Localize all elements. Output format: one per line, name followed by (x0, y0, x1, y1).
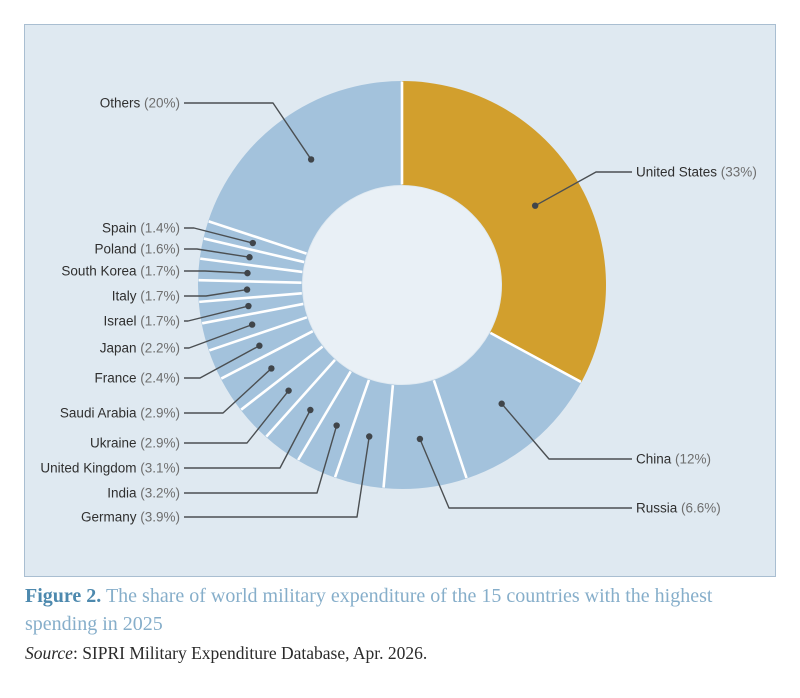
slice-others (208, 81, 402, 254)
donut-chart: United States (33%) China (12%) Russia (6.… (40, 81, 757, 525)
slice-separator (382, 384, 395, 488)
leader-line-japan (184, 323, 253, 349)
leader-line-china (501, 403, 632, 460)
slice-germany (334, 379, 393, 489)
slice-separator (201, 302, 304, 325)
slice-separator (240, 345, 324, 411)
leader-line-israel (184, 305, 249, 322)
leader-dot-france (256, 342, 263, 349)
figure-caption: Figure 2. The share of world military ex… (25, 582, 767, 638)
label-japan: Japan (2.2%) (100, 341, 180, 356)
figure-title: The share of world military expenditure … (25, 585, 713, 635)
label-saudi-arabia: Saudi Arabia (2.9%) (60, 406, 180, 421)
leader-dot-saudi-arabia (268, 365, 275, 372)
leader-line-south-korea (184, 270, 248, 274)
source-prefix: Source (25, 643, 73, 663)
slice-separator (199, 292, 302, 304)
leader-line-india (184, 425, 338, 494)
slice-russia (383, 379, 467, 489)
label-germany: Germany (3.9%) (81, 510, 180, 525)
slice-china (433, 332, 582, 479)
leader-line-united-states (534, 171, 632, 207)
slice-separator (265, 359, 336, 438)
leader-line-united-kingdom (184, 409, 311, 469)
figure-source: Source: SIPRI Military Expenditure Datab… (25, 643, 427, 664)
leader-line-saudi-arabia (184, 367, 272, 414)
leader-line-italy (184, 288, 248, 297)
slice-italy (198, 280, 303, 302)
label-south-korea: South Korea (1.7%) (61, 264, 180, 279)
leader-line-ukraine (184, 390, 290, 444)
leader-dot-united-kingdom (307, 406, 314, 414)
slice-poland (199, 238, 305, 273)
leader-dot-israel (245, 302, 252, 310)
leader-dot-spain (249, 239, 256, 247)
label-united-kingdom: United Kingdom (3.1%) (40, 461, 180, 476)
slice-separator (203, 237, 305, 264)
slice-united-states (402, 81, 606, 383)
slice-japan (201, 303, 308, 351)
slice-separator (200, 257, 303, 274)
label-india: India (3.2%) (107, 486, 180, 501)
leader-line-france (184, 345, 260, 379)
label-russia: Russia (6.6%) (636, 501, 721, 516)
leader-dot-russia (416, 435, 424, 443)
donut-hole (303, 186, 501, 384)
slice-separator (208, 220, 307, 255)
leader-dot-ukraine (285, 387, 292, 394)
leader-dot-japan (248, 321, 256, 328)
leader-dot-others (307, 156, 315, 163)
leader-dot-south-korea (244, 269, 251, 277)
leader-dot-united-states (531, 202, 539, 209)
leader-line-poland (184, 248, 250, 258)
label-italy: Italy (1.7%) (112, 289, 180, 304)
label-israel: Israel (1.7%) (103, 314, 180, 329)
leader-dot-china (498, 400, 505, 407)
label-france: France (2.4%) (94, 371, 180, 386)
leader-dot-italy (243, 286, 251, 293)
label-spain: Spain (1.4%) (102, 221, 180, 236)
slice-separator (220, 330, 314, 380)
leader-dot-poland (246, 254, 253, 261)
leader-line-russia (419, 438, 632, 509)
slice-south-korea (198, 258, 303, 283)
leader-dot-germany (366, 433, 373, 440)
slice-separator (432, 379, 468, 479)
slice-separator (489, 331, 582, 384)
label-poland: Poland (1.6%) (94, 242, 180, 257)
figure-label: Figure 2. (25, 585, 102, 607)
label-united-states: United States (33%) (636, 165, 757, 180)
slice-separator (297, 370, 352, 461)
label-others: Others (20%) (100, 96, 180, 111)
leader-dot-india (333, 422, 340, 429)
slice-separator (333, 379, 371, 478)
leader-line-germany (184, 436, 370, 518)
slice-india (297, 370, 370, 478)
label-china: China (12%) (636, 452, 711, 467)
leader-line-others (184, 102, 312, 160)
leader-line-spain (184, 227, 253, 244)
label-ukraine: Ukraine (2.9%) (90, 436, 180, 451)
slice-separator (198, 278, 302, 284)
source-text: : SIPRI Military Expenditure Database, A… (72, 643, 428, 663)
slice-separator (208, 316, 308, 352)
